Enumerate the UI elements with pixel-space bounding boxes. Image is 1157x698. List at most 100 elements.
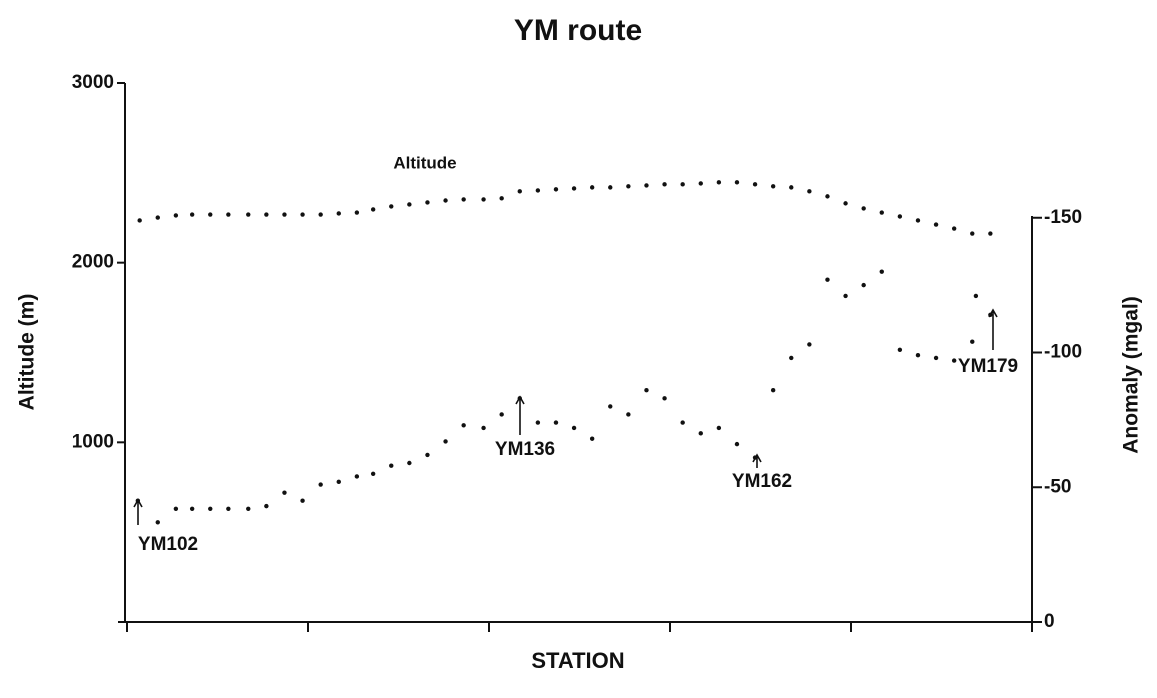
data-point [535,188,541,193]
data-point [698,431,703,436]
data-point [662,396,667,401]
data-point [970,231,975,236]
data-point [336,211,341,216]
data-point [973,293,979,299]
annotation-arrow [988,308,998,350]
y-tick-label: 1000 [72,431,114,452]
data-point [481,197,486,202]
data-point [608,404,613,409]
data-point [680,182,685,187]
y2-axis-label: Anomaly (mgal) [1120,296,1143,454]
data-point [354,474,360,479]
data-point [843,201,848,206]
annotation: YM102 [138,534,198,555]
data-point [264,212,269,217]
y2-tick-label: 0 [1044,611,1055,632]
chart-title: YM route [514,14,642,47]
data-point [680,420,685,425]
data-point [443,439,448,444]
data-point [626,412,631,417]
series-label: Altitude [393,153,456,172]
data-point [499,196,504,201]
data-point [933,355,939,361]
data-point [336,479,341,485]
data-point [571,425,577,431]
data-point [626,184,631,189]
data-point [716,180,722,185]
annotation: YM179 [958,356,1018,377]
y2-tick-label: -50 [1044,476,1071,497]
data-point [535,420,541,425]
data-point [137,218,142,223]
data-point [300,212,305,217]
data-point [282,490,287,495]
y-axis-label: Altitude (m) [16,294,39,411]
annotation: YM162 [732,471,792,492]
data-point [861,282,866,288]
data-point [662,182,667,187]
data-point [825,194,830,199]
data-point [389,463,394,468]
data-point [208,212,213,217]
data-point [264,503,269,509]
data-point [807,189,812,194]
data-point [644,388,649,393]
annotation: YM136 [495,439,555,460]
data-point [608,185,613,190]
data-point [461,197,466,202]
data-point [770,184,776,189]
data-point [807,342,812,347]
y-tick-label: 3000 [72,72,114,93]
data-point [407,202,412,207]
data-point [734,180,740,185]
data-point [370,471,376,476]
data-point [951,358,957,363]
data-point [734,441,740,447]
data-point [318,482,323,487]
data-point [915,218,921,223]
data-point [189,212,195,217]
data-point [988,231,993,236]
data-point [915,352,921,358]
annotation-arrow [515,395,525,435]
data-point [861,206,866,211]
data-point [571,186,577,191]
data-point [226,212,231,217]
data-point [951,226,957,231]
data-point [407,460,412,466]
data-point [461,423,466,428]
data-point [553,187,559,192]
data-point [425,452,430,458]
data-point [370,207,376,212]
data-point [208,506,213,512]
data-point [189,506,195,512]
data-point [879,269,884,274]
data-point [589,185,595,190]
data-point [897,347,903,353]
data-point [246,506,251,512]
data-point [155,215,160,220]
data-point [389,204,394,209]
data-point [970,339,975,344]
data-point [354,210,360,215]
data-point [698,181,703,186]
data-point [481,425,486,431]
data-point [589,436,595,441]
data-point [425,200,430,205]
data-point [155,520,160,525]
annotation-arrow [752,453,762,468]
data-point [752,182,758,187]
data-point [226,506,231,512]
data-point [879,210,884,215]
data-point [318,212,323,217]
data-point [246,212,251,217]
data-point [770,388,776,393]
data-point [789,185,794,190]
annotation-arrow [133,498,143,525]
data-point [553,420,559,425]
data-point [282,212,287,217]
data-point [789,355,794,361]
y2-tick-label: -100 [1044,342,1082,363]
data-point [173,213,179,218]
